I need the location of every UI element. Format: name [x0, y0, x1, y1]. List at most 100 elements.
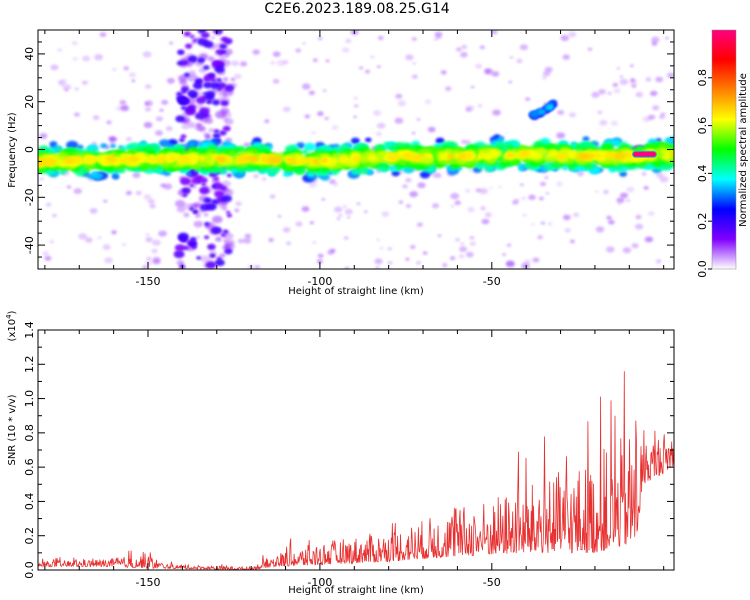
heatmap-cell — [544, 176, 549, 179]
heatmap-cell — [449, 256, 456, 261]
heatmap-cell — [458, 254, 465, 259]
heatmap-cell — [56, 146, 62, 152]
heatmap-cell — [195, 96, 207, 105]
colorbar-tick-label: 0.6 — [696, 117, 709, 135]
heatmap-cell — [92, 115, 100, 121]
heatmap-cell — [270, 61, 276, 65]
heatmap-cell — [179, 97, 190, 105]
heatmap-cell — [102, 244, 111, 251]
heatmap-cell — [200, 178, 208, 183]
colorbar-tick-label: 0.4 — [696, 165, 709, 183]
heatmap-cell — [644, 236, 653, 243]
heatmap-cell — [180, 177, 192, 186]
heatmap-cell — [652, 105, 660, 111]
heatmap-cell — [222, 195, 232, 203]
heatmap-cell — [185, 43, 193, 49]
heatmap-cell — [184, 31, 191, 37]
heatmap-cell — [409, 191, 418, 198]
heatmap-cell — [169, 41, 174, 45]
heatmap-cell — [223, 77, 228, 82]
heatmap-cell — [216, 155, 227, 163]
heatmap-cell — [268, 155, 281, 165]
heatmap-cell — [204, 222, 210, 226]
heatmap-cell — [189, 141, 196, 146]
heatmap-cell — [506, 243, 512, 247]
heatmap-cell — [583, 163, 591, 169]
heatmap-cell — [143, 121, 153, 129]
heatmap-cell — [194, 213, 201, 218]
heatmap-cell — [175, 115, 186, 123]
colorbar-frame — [711, 29, 737, 270]
heatmap-cell — [236, 155, 249, 165]
heatmap-cell — [74, 87, 79, 91]
heatmap-cell — [302, 42, 306, 45]
heatmap-cell — [512, 199, 519, 205]
heatmap-cell — [211, 226, 222, 235]
heatmap-cell — [205, 261, 217, 269]
heatmap-cell — [661, 112, 666, 116]
heatmap-cell — [437, 234, 442, 237]
heatmap-cell — [174, 244, 185, 252]
heatmap-cell — [655, 76, 664, 83]
heatmap-cell — [122, 243, 126, 246]
heatmap-cell — [350, 137, 360, 144]
heatmap-cell — [203, 77, 209, 82]
heatmap-cell — [378, 36, 384, 40]
heatmap-cell — [282, 106, 291, 113]
heatmap-cell — [542, 76, 547, 80]
y-tick-label: 0.2 — [23, 527, 36, 545]
heatmap-cell — [282, 60, 289, 65]
heatmap-cell — [556, 152, 568, 161]
heatmap-cell — [425, 158, 432, 163]
heatmap-cell — [211, 78, 217, 83]
heatmap-cell — [492, 109, 501, 116]
heatmap-cell — [578, 152, 589, 160]
heatmap-cell — [626, 186, 635, 193]
heatmap-cell — [231, 60, 239, 67]
heatmap-cell — [459, 246, 468, 253]
heatmap-cell — [329, 179, 336, 185]
heatmap-cell — [189, 34, 195, 39]
heatmap-cell — [223, 232, 234, 240]
heatmap-cell — [205, 99, 213, 105]
heatmap-cell — [224, 155, 233, 162]
heatmap-cell — [301, 83, 311, 90]
heatmap-cell — [557, 110, 565, 115]
heatmap-cell — [398, 200, 403, 204]
heatmap-cell — [560, 34, 570, 42]
heatmap-cell — [219, 253, 226, 258]
heatmap-cell — [222, 125, 231, 132]
heatmap-cell — [157, 156, 167, 163]
heatmap-cell — [91, 171, 98, 176]
heatmap-cell — [359, 154, 369, 162]
heatmap-cell — [394, 117, 404, 124]
heatmap-cell — [608, 219, 615, 225]
heatmap-cell — [540, 221, 546, 225]
heatmap-cell — [196, 236, 200, 239]
heatmap-cell — [106, 120, 112, 125]
heatmap-cell — [74, 112, 80, 117]
heatmap-cell — [179, 155, 191, 164]
heatmap-cell — [635, 91, 644, 98]
heatmap-cell — [209, 253, 216, 259]
heatmap-cell — [556, 132, 566, 139]
heatmap-cell — [89, 208, 98, 214]
heatmap-cell — [103, 199, 108, 203]
heatmap-cell — [599, 119, 608, 126]
heatmap-cell — [606, 246, 615, 253]
heatmap-cell — [375, 131, 383, 137]
heatmap-cell — [203, 40, 214, 48]
heatmap-cell — [44, 255, 52, 261]
heatmap-cell — [465, 107, 472, 112]
heatmap-cell — [63, 79, 67, 82]
heatmap-cell — [416, 222, 423, 227]
y-tick-label: 20 — [23, 95, 36, 109]
heatmap-cell — [39, 177, 44, 181]
colorbar-tick-label: 0.0 — [696, 260, 709, 278]
heatmap-cell — [145, 237, 153, 243]
heatmap-cell — [211, 215, 223, 224]
heatmap-cell — [283, 172, 289, 177]
heatmap-cell — [651, 41, 658, 46]
y-tick-label: 1.2 — [23, 356, 36, 374]
heatmap-cell — [641, 172, 647, 176]
